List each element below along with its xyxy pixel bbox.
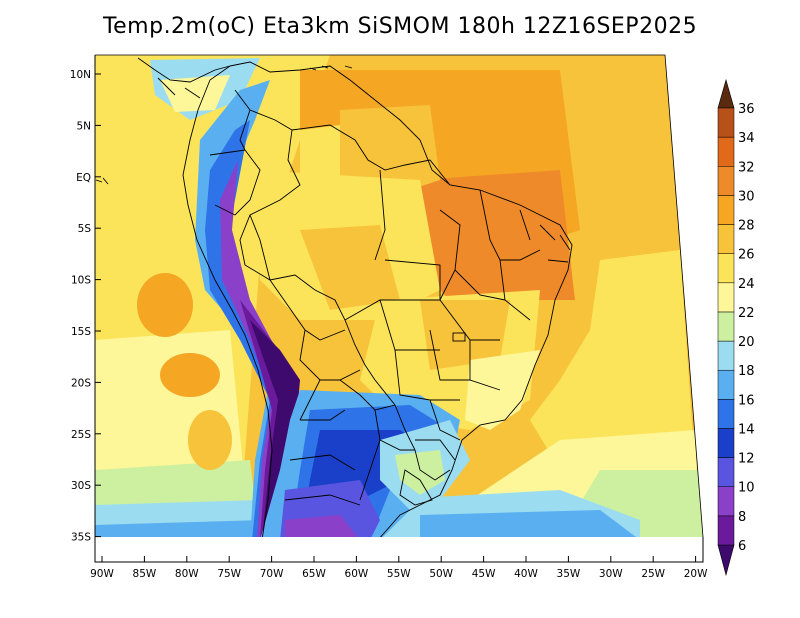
lon-tick-label: 45W (472, 568, 496, 580)
field-pacific-patch-2 (160, 353, 220, 397)
lon-tick-label: 50W (429, 568, 453, 580)
lat-tick-label: 20S (71, 377, 91, 389)
lon-tick-label: 30W (599, 568, 623, 580)
colorbar-segment (717, 515, 735, 546)
lon-tick-label: 35W (557, 568, 581, 580)
colorbar-segment (717, 399, 735, 429)
field-pacific-patch-3 (188, 410, 232, 470)
lat-tick-label: 25S (71, 429, 91, 441)
colorbar-segment (717, 107, 735, 138)
lon-tick-label: 70W (260, 568, 284, 580)
colorbar-segment (717, 311, 735, 342)
colorbar-label: 16 (738, 393, 755, 408)
colorbar-label: 8 (738, 510, 746, 525)
lon-tick-label: 55W (387, 568, 411, 580)
colorbar-segment (717, 166, 735, 196)
lon-tick-label: 25W (641, 568, 665, 580)
colorbar-segment (717, 369, 735, 400)
lat-tick-label: 15S (71, 326, 91, 338)
colorbar-below-arrow (717, 544, 735, 577)
lat-tick-label: 35S (71, 532, 91, 544)
colorbar-label: 36 (738, 102, 755, 117)
lon-tick-label: 75W (217, 568, 241, 580)
field-pacific-patch-1 (137, 273, 193, 337)
brazil-border (239, 124, 451, 481)
field-far-south-edge (95, 520, 265, 537)
colorbar-label: 12 (738, 452, 755, 467)
field-southeast-mild (465, 350, 540, 430)
field-caribbean-mild (160, 75, 230, 112)
lat-tick-label: 30S (71, 480, 91, 492)
colorbar-segment (717, 195, 735, 225)
colorbar-segment (717, 486, 735, 517)
southern-borders (284, 409, 381, 506)
colorbar-label: 20 (738, 335, 755, 350)
galapagos (95, 177, 109, 185)
colorbar-label: 18 (738, 364, 755, 379)
field-atlantic-mid (530, 250, 695, 470)
colorbar-label: 6 (738, 539, 746, 554)
lon-tick-label: 60W (345, 568, 369, 580)
political-boundaries (95, 57, 573, 537)
colorbar-label: 10 (738, 481, 755, 496)
lat-tick-label: 10S (71, 275, 91, 287)
field-guiana-warm (340, 105, 440, 200)
field-patagonia-colder (285, 515, 360, 537)
colorbar-label: 22 (738, 306, 755, 321)
lon-tick-label: 85W (133, 568, 157, 580)
colorbar-segment (717, 428, 735, 458)
lake-marker (452, 332, 466, 342)
continent-outline (229, 61, 573, 537)
andean-borders (209, 89, 415, 451)
lon-tick-label: 80W (175, 568, 199, 580)
map-title: Temp.2m(oC) Eta3km SiSMOM 180h 12Z16SEP2… (102, 14, 698, 39)
lon-tick-label: 20W (684, 568, 708, 580)
field-rs-mild (395, 450, 445, 495)
uruguay-border (399, 469, 433, 506)
field-amazon-warm (300, 225, 400, 310)
lon-tick-label: 65W (302, 568, 326, 580)
central-america (137, 57, 231, 99)
latitude-axis: 10N 5N EQ 5S 10S 15S 20S 25S 30S 35S (70, 69, 101, 544)
lat-tick-label: EQ (76, 172, 91, 184)
colorbar-above-arrow (717, 78, 735, 109)
lat-tick-label: 5S (78, 223, 92, 235)
projection-edge (95, 54, 704, 538)
field-altiplano-coldest (250, 320, 300, 537)
lat-tick-label: 10N (70, 69, 91, 81)
colorbar: 6 8 10 12 14 16 18 20 22 24 26 28 30 32 34 36 (717, 78, 755, 577)
colorbar-segment (717, 282, 735, 313)
colorbar-label: 14 (738, 422, 755, 437)
caribbean-islands (309, 65, 353, 71)
colorbar-label: 32 (738, 160, 755, 175)
colorbar-label: 34 (738, 131, 755, 146)
field-south-atlantic-colder (420, 510, 640, 537)
colorbar-label: 26 (738, 248, 755, 263)
field-northeast-hot (420, 170, 575, 310)
lat-tick-label: 5N (76, 120, 91, 132)
colorbar-segment (717, 224, 735, 254)
state-lines (344, 169, 571, 461)
colorbar-segment (717, 457, 735, 487)
colorbar-label: 28 (738, 219, 755, 234)
colorbar-segment (717, 340, 735, 371)
colorbar-segment (717, 136, 735, 167)
lon-tick-label: 90W (90, 568, 114, 580)
lon-tick-label: 40W (514, 568, 538, 580)
temperature-field (95, 55, 703, 537)
longitude-axis: 90W 85W 80W 75W 70W 65W 60W 55W 50W 45W 40W 35W 30W 2… (90, 556, 708, 580)
colorbar-label: 30 (738, 189, 755, 204)
colorbar-label: 24 (738, 277, 755, 292)
west-coast (182, 65, 273, 537)
colorbar-segment (717, 253, 735, 284)
